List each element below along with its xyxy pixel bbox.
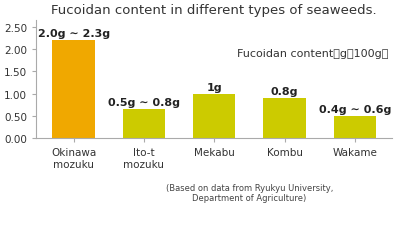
Text: Fucoidan content（g／100g）: Fucoidan content（g／100g）: [237, 49, 388, 59]
Bar: [264, 99, 306, 139]
Text: 0.8g: 0.8g: [271, 87, 298, 97]
Title: Fucoidan content in different types of seaweeds.: Fucoidan content in different types of s…: [52, 4, 377, 17]
Text: 1g: 1g: [206, 82, 222, 93]
Bar: [334, 116, 376, 139]
Text: 0.4g ∼ 0.6g: 0.4g ∼ 0.6g: [319, 105, 391, 114]
Bar: [123, 110, 165, 139]
Text: (Based on data from Ryukyu University,
Department of Agriculture): (Based on data from Ryukyu University, D…: [166, 183, 333, 202]
Text: 0.5g ∼ 0.8g: 0.5g ∼ 0.8g: [108, 98, 180, 108]
Text: 2.0g ∼ 2.3g: 2.0g ∼ 2.3g: [38, 29, 110, 39]
Bar: [193, 94, 235, 139]
Bar: [52, 41, 95, 139]
